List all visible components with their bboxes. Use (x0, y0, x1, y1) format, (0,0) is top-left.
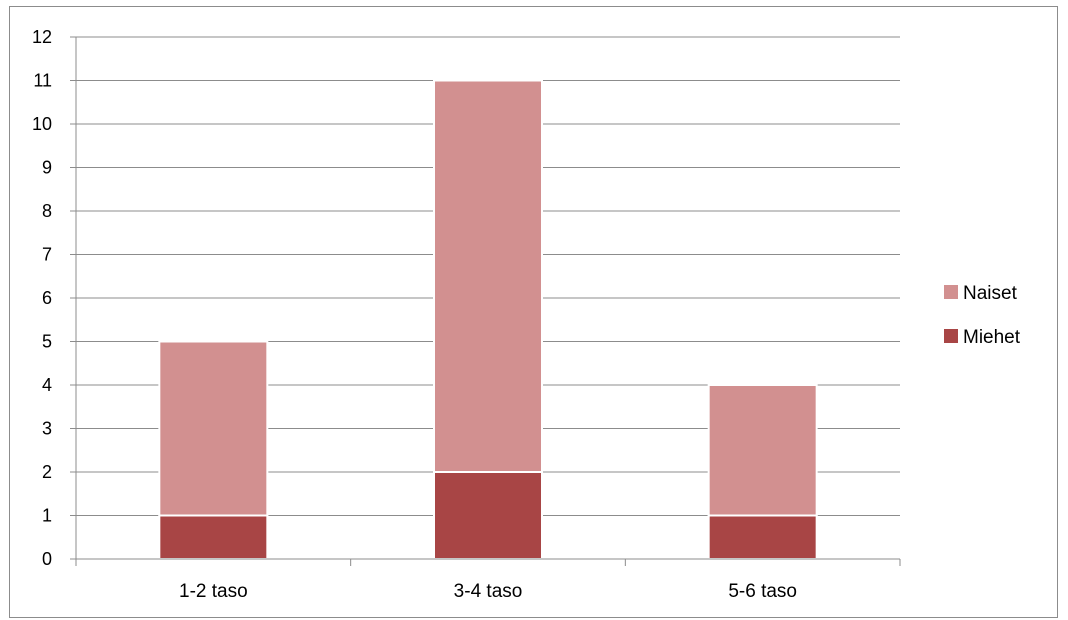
bar-naiset-3 (707, 384, 818, 517)
legend-label-naiset: Naiset (963, 283, 1018, 304)
y-tick-label: 6 (42, 288, 52, 308)
y-tick-label: 0 (42, 549, 52, 569)
y-tick-label: 10 (32, 114, 52, 134)
y-tick-label: 9 (42, 158, 52, 178)
y-tick-label: 7 (42, 245, 52, 265)
y-tick-label: 12 (32, 27, 52, 47)
x-tick-label: 1-2 taso (179, 581, 248, 602)
x-tick-label: 3-4 taso (454, 581, 523, 602)
y-tick-label: 5 (42, 332, 52, 352)
legend: Naiset Miehet (944, 283, 1021, 348)
bar-naiset-1 (158, 340, 269, 517)
bar-miehet-2 (433, 471, 543, 560)
legend-label-miehet: Miehet (963, 327, 1021, 348)
bar-naiset-2 (433, 79, 543, 473)
bar-miehet-1 (158, 514, 269, 560)
bars (158, 79, 818, 560)
y-tick-label: 8 (42, 201, 52, 221)
x-tick-label: 5-6 taso (728, 581, 797, 602)
y-tick-label: 11 (33, 71, 52, 91)
axes (70, 36, 901, 566)
y-tick-label: 3 (42, 419, 52, 439)
y-tick-label: 1 (42, 506, 52, 526)
x-axis-tick-labels: 1-2 taso 3-4 taso 5-6 taso (179, 581, 797, 602)
y-tick-label: 2 (42, 462, 52, 482)
bar-miehet-3 (707, 514, 818, 560)
y-tick-label: 4 (42, 375, 52, 395)
legend-swatch-miehet (944, 329, 958, 343)
legend-swatch-naiset (944, 285, 958, 299)
